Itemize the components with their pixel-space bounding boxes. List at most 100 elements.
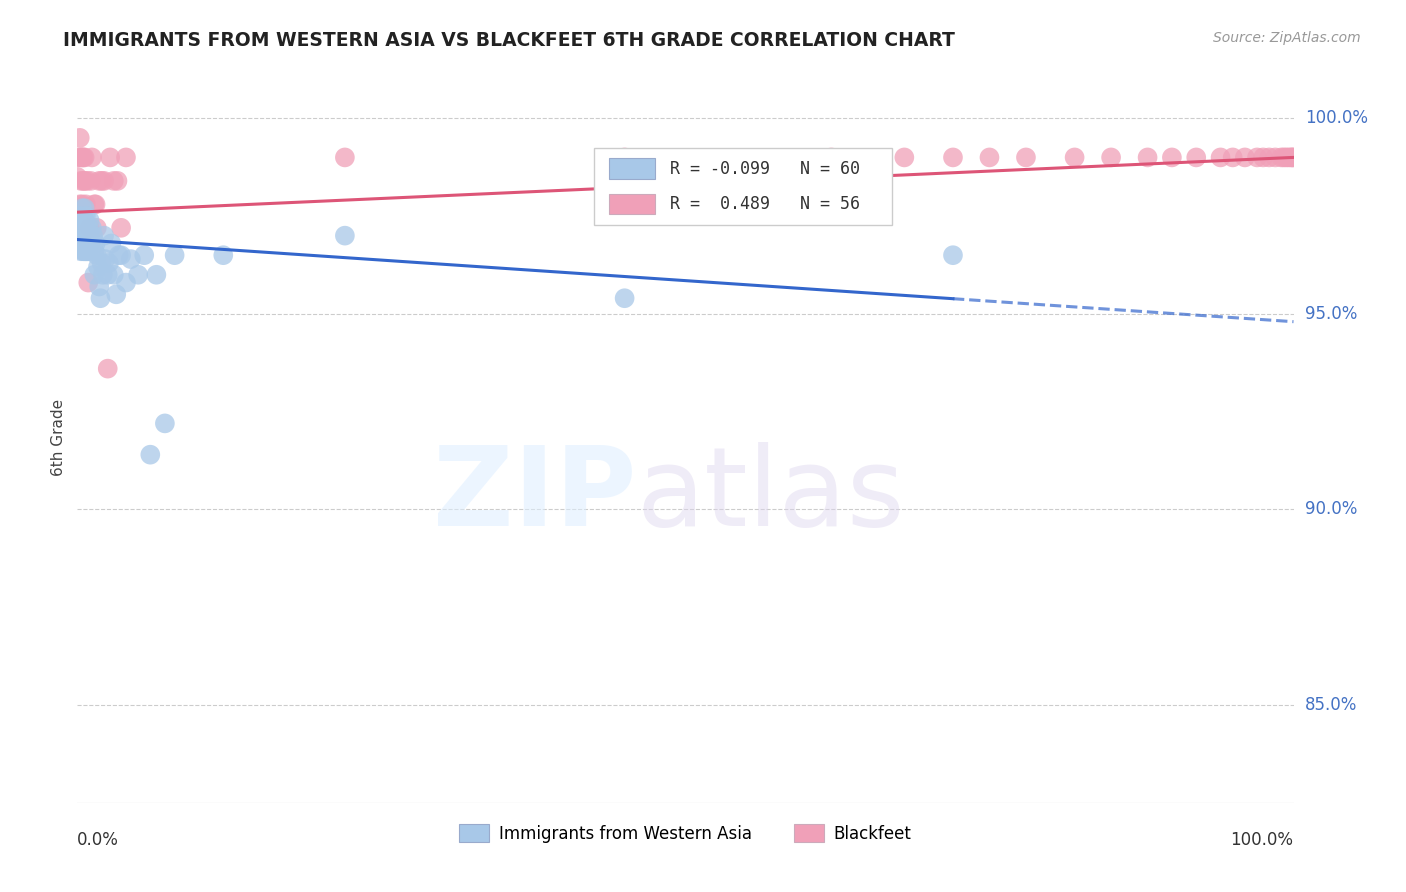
Point xyxy=(70,213,93,227)
Point xyxy=(73,150,96,164)
Point xyxy=(1272,150,1295,164)
Text: Source: ZipAtlas.com: Source: ZipAtlas.com xyxy=(1213,31,1361,45)
Point xyxy=(1099,150,1122,164)
Point xyxy=(86,248,108,262)
Point xyxy=(76,244,98,259)
Point xyxy=(163,248,186,262)
Point xyxy=(613,150,636,164)
Point xyxy=(89,279,111,293)
Point xyxy=(75,220,97,235)
Point xyxy=(1270,150,1292,164)
Legend: Immigrants from Western Asia, Blackfeet: Immigrants from Western Asia, Blackfeet xyxy=(453,818,918,849)
Point xyxy=(73,201,96,215)
Point xyxy=(90,256,112,270)
Point xyxy=(67,225,90,239)
Point xyxy=(333,150,356,164)
Point xyxy=(77,276,100,290)
Point xyxy=(1278,150,1301,164)
Point xyxy=(69,197,91,211)
Point xyxy=(66,209,89,223)
Point xyxy=(1209,150,1232,164)
Point xyxy=(72,244,94,259)
Point xyxy=(127,268,149,282)
Text: IMMIGRANTS FROM WESTERN ASIA VS BLACKFEET 6TH GRADE CORRELATION CHART: IMMIGRANTS FROM WESTERN ASIA VS BLACKFEE… xyxy=(63,31,955,50)
Point xyxy=(333,228,356,243)
Point xyxy=(103,174,125,188)
Point xyxy=(84,197,107,211)
Point xyxy=(110,220,132,235)
Point xyxy=(82,228,104,243)
Point xyxy=(67,236,90,251)
Text: R =  0.489   N = 56: R = 0.489 N = 56 xyxy=(669,194,859,213)
Point xyxy=(93,228,115,243)
Point xyxy=(83,268,105,282)
Text: atlas: atlas xyxy=(637,442,905,549)
Point xyxy=(820,150,842,164)
Point xyxy=(87,260,110,274)
Point xyxy=(942,150,965,164)
Point xyxy=(76,228,98,243)
Point xyxy=(1185,150,1208,164)
Point xyxy=(1161,150,1184,164)
Point xyxy=(72,150,94,164)
Point xyxy=(89,291,111,305)
Point xyxy=(69,236,91,251)
Point xyxy=(75,209,97,223)
Point xyxy=(91,268,114,282)
Point xyxy=(1282,150,1305,164)
Y-axis label: 6th Grade: 6th Grade xyxy=(51,399,66,475)
Point xyxy=(1136,150,1159,164)
Point xyxy=(115,276,138,290)
Point xyxy=(103,268,125,282)
Point xyxy=(97,361,120,376)
Point xyxy=(115,150,138,164)
Text: 0.0%: 0.0% xyxy=(77,830,120,848)
Point xyxy=(79,228,101,243)
Text: 85.0%: 85.0% xyxy=(1305,696,1357,714)
Point xyxy=(80,220,103,235)
Point xyxy=(110,248,132,262)
Point xyxy=(942,248,965,262)
Bar xyxy=(609,194,655,214)
Point xyxy=(1233,150,1256,164)
Point xyxy=(97,268,120,282)
Point xyxy=(75,197,97,211)
Text: 100.0%: 100.0% xyxy=(1230,830,1294,848)
Point xyxy=(69,209,91,223)
Point xyxy=(70,201,93,215)
Point xyxy=(1281,150,1303,164)
Point xyxy=(70,174,93,188)
Point xyxy=(70,228,93,243)
Point xyxy=(80,174,103,188)
Point xyxy=(86,220,108,235)
Point xyxy=(153,417,176,431)
Point xyxy=(72,174,94,188)
Point xyxy=(79,213,101,227)
Point xyxy=(72,213,94,227)
Point xyxy=(77,244,100,259)
Point xyxy=(73,228,96,243)
Point xyxy=(105,287,128,301)
Point xyxy=(145,268,167,282)
Point xyxy=(84,236,107,251)
Point xyxy=(134,248,156,262)
Point xyxy=(77,220,100,235)
Point xyxy=(73,174,96,188)
Text: 90.0%: 90.0% xyxy=(1305,500,1357,518)
Point xyxy=(107,174,129,188)
Point xyxy=(1279,150,1302,164)
FancyBboxPatch shape xyxy=(595,148,893,225)
Point xyxy=(107,248,129,262)
Point xyxy=(75,244,97,259)
Point xyxy=(70,150,93,164)
Point xyxy=(80,236,103,251)
Point xyxy=(1251,150,1274,164)
Point xyxy=(1015,150,1038,164)
Point xyxy=(613,291,636,305)
Point xyxy=(1222,150,1244,164)
Point xyxy=(90,174,112,188)
Bar xyxy=(609,159,655,179)
Point xyxy=(70,213,93,227)
Point xyxy=(70,228,93,243)
Point xyxy=(73,213,96,227)
